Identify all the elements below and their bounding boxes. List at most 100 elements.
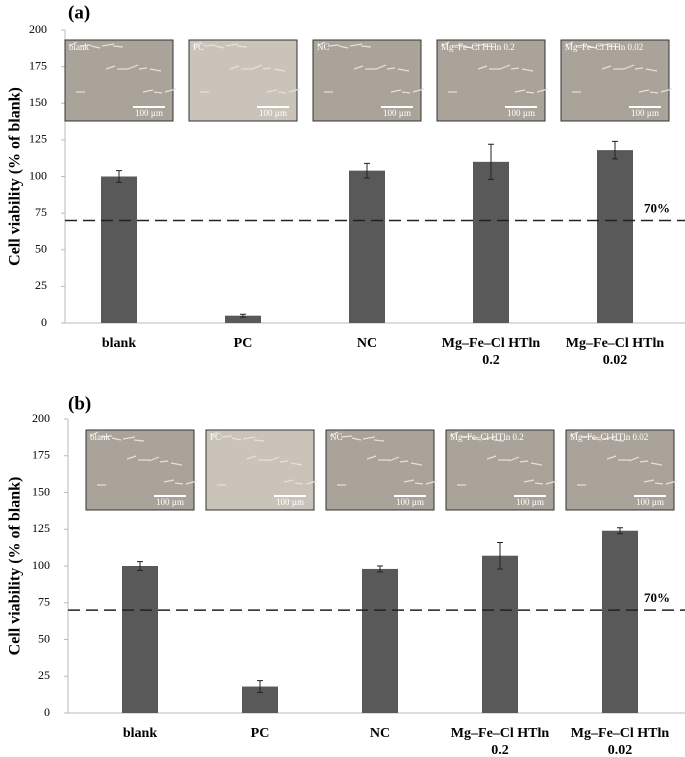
cell-texture [242, 436, 256, 440]
cell-texture [510, 67, 520, 70]
cell-texture [251, 64, 263, 70]
inset-label: Mg–Fe–Cl HTln 0.2 [441, 42, 515, 52]
cell-texture [362, 436, 376, 440]
cell-texture [665, 480, 678, 485]
x-tick-label: blank [101, 336, 137, 351]
bar [482, 555, 518, 713]
cell-texture [89, 431, 99, 437]
cell-texture [645, 68, 658, 72]
cell-texture [575, 44, 588, 47]
cell-texture [613, 439, 625, 442]
cell-texture [519, 460, 529, 463]
cell-texture [425, 480, 438, 485]
cell-texture [288, 88, 301, 93]
cell-texture [649, 91, 659, 94]
cell-texture [163, 479, 175, 483]
cell-texture [349, 43, 363, 47]
reference-label: 70% [644, 200, 670, 215]
cell-texture [220, 435, 233, 438]
y-tick-label: 75 [35, 205, 47, 219]
cell-texture [569, 431, 579, 437]
cell-texture [266, 89, 278, 93]
error-bar [137, 561, 143, 571]
cell-texture [236, 45, 248, 48]
cell-texture [105, 65, 116, 70]
x-tick-label: Mg–Fe–Cl HTln 0.02 [565, 336, 665, 368]
error-bar [240, 313, 246, 318]
scale-label: 100 µm [631, 108, 659, 118]
cell-texture [412, 88, 425, 93]
cell-texture [660, 88, 673, 93]
cell-texture [410, 462, 423, 466]
cell-texture [90, 45, 101, 49]
cell-texture [360, 45, 372, 48]
cell-texture [327, 44, 340, 47]
bar [602, 530, 638, 713]
y-tick-label: 200 [32, 411, 50, 425]
cell-texture [449, 431, 459, 437]
cell-texture [484, 45, 496, 48]
cell-texture [623, 64, 635, 70]
cell-texture [639, 460, 649, 463]
x-tick-label: Mg–Fe–Cl HTln 0.2 [450, 726, 550, 757]
y-tick-label: 100 [29, 168, 47, 182]
cell-texture [159, 460, 169, 463]
cell-texture [170, 462, 183, 466]
cell-texture [390, 89, 402, 93]
y-tick-label: 50 [38, 631, 50, 645]
error-bar [364, 162, 370, 179]
y-tick-label: 75 [38, 595, 50, 609]
cell-texture [133, 439, 145, 442]
cell-texture [499, 64, 511, 70]
cell-texture [294, 482, 304, 485]
scale-label: 100 µm [507, 108, 535, 118]
cell-texture [122, 436, 136, 440]
cell-texture [126, 455, 137, 460]
inset-label: NC [330, 432, 343, 442]
cell-texture [338, 45, 349, 49]
cell-texture [523, 479, 535, 483]
panel-label: (a) [68, 2, 90, 23]
cell-texture [451, 44, 464, 47]
cell-texture [530, 462, 543, 466]
cell-texture [112, 45, 124, 48]
scale-label: 100 µm [636, 497, 664, 507]
bar [362, 568, 398, 713]
x-tick-label: Mg–Fe–Cl HTln 0.02 [570, 726, 670, 757]
cell-texture [142, 89, 154, 93]
cell-texture [138, 67, 148, 70]
cell-texture [366, 455, 377, 460]
bar [101, 176, 137, 323]
cell-texture [246, 455, 257, 460]
inset-label: Mg–Fe–Cl HTln 0.02 [565, 42, 643, 52]
cell-texture [262, 67, 272, 70]
cell-texture [602, 436, 616, 440]
cell-texture [482, 436, 496, 440]
cell-texture [564, 41, 574, 47]
y-tick-label: 200 [29, 22, 47, 36]
cell-texture [525, 91, 535, 94]
cell-texture [192, 41, 202, 47]
cell-texture [601, 65, 612, 70]
cell-texture [268, 456, 280, 462]
bar [349, 170, 385, 323]
cell-texture [253, 439, 265, 442]
x-tick-label: NC [356, 336, 378, 351]
y-tick-label: 0 [44, 705, 50, 719]
cell-texture [521, 68, 534, 72]
inset-label: Mg–Fe–Cl HTln 0.02 [570, 432, 648, 442]
cell-texture [654, 482, 664, 485]
bar [122, 566, 158, 713]
cell-texture [545, 480, 558, 485]
scale-label: 100 µm [156, 497, 184, 507]
error-bar [497, 541, 503, 570]
x-tick-label: PC [250, 726, 270, 741]
inset-label: NC [317, 42, 330, 52]
inset-label: blank [90, 432, 110, 442]
cell-texture [277, 91, 287, 94]
cell-texture [153, 91, 163, 94]
cell-texture [373, 439, 385, 442]
cell-texture [283, 479, 295, 483]
error-bar [612, 140, 618, 160]
